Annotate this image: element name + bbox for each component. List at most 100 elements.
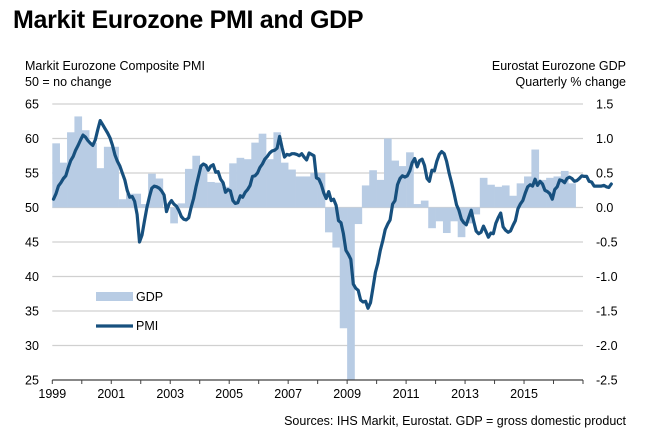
right-tick-label: -2.5 <box>596 374 618 388</box>
right-axis-title: Eurostat Eurozone GDP Quarterly % change <box>492 58 626 90</box>
right-tick-label: -1.5 <box>596 305 618 319</box>
gdp-bars <box>52 116 576 380</box>
gdp-bar <box>89 142 97 208</box>
left-tick-label: 45 <box>25 236 39 250</box>
gdp-bar <box>111 146 119 208</box>
gdp-bar <box>383 138 392 208</box>
source-note: Sources: IHS Markit, Eurostat. GDP = gro… <box>284 414 626 428</box>
gdp-bar <box>553 176 562 208</box>
gdp-bar <box>347 207 355 380</box>
x-tick-label: 2013 <box>451 387 479 401</box>
gdp-bar <box>310 173 318 208</box>
gdp-bar <box>538 179 547 208</box>
gdp-bar <box>332 207 341 248</box>
gdp-bar <box>369 170 377 208</box>
x-tick-label: 2005 <box>215 387 243 401</box>
gdp-bar <box>568 183 576 208</box>
gdp-bar <box>103 146 112 208</box>
gdp-bar <box>266 159 274 208</box>
left-tick-label: 50 <box>25 201 39 215</box>
gdp-bar <box>236 157 245 208</box>
gdp-bar <box>354 207 363 225</box>
gdp-bar <box>258 133 267 208</box>
right-tick-label: -1.0 <box>596 270 618 284</box>
left-tick-label: 65 <box>25 98 39 112</box>
gdp-bar <box>81 130 90 208</box>
gdp-bar <box>126 193 134 208</box>
gdp-bar <box>501 185 510 208</box>
gdp-bar <box>59 162 68 208</box>
gdp-bar <box>420 200 429 208</box>
right-tick-label: -2.0 <box>596 339 618 353</box>
gdp-bar <box>516 183 525 208</box>
gdp-bar <box>339 207 348 329</box>
right-tick-label: 1.0 <box>596 132 613 146</box>
gdp-bar <box>479 177 488 208</box>
gdp-bar <box>140 204 149 208</box>
gdp-bar <box>487 184 495 208</box>
gdp-bar <box>391 160 400 208</box>
gdp-bar <box>442 207 451 234</box>
x-tick-label: 2007 <box>274 387 302 401</box>
gdp-bar <box>67 132 75 208</box>
right-axis-title-line1: Eurostat Eurozone GDP <box>491 59 626 73</box>
x-tick-label: 2001 <box>97 387 125 401</box>
gdp-bar <box>177 203 186 208</box>
gdp-bar <box>509 195 517 208</box>
right-axis-title-line2: Quarterly % change <box>515 75 626 89</box>
legend-gdp-swatch <box>96 292 133 301</box>
gdp-bar <box>74 116 83 208</box>
gdp-bar <box>361 185 370 208</box>
gdp-bar <box>398 166 407 208</box>
left-axis-title: Markit Eurozone Composite PMI 50 = no ch… <box>25 58 205 90</box>
gdp-bar <box>170 207 178 224</box>
gdp-bar <box>52 143 60 208</box>
legend-gdp-label: GDP <box>136 290 163 304</box>
gdp-bar <box>435 207 444 222</box>
x-tick-label: 2011 <box>393 387 420 401</box>
gdp-bar <box>472 207 481 215</box>
gdp-bar <box>273 132 282 208</box>
gdp-bar <box>221 186 230 208</box>
gdp-bar <box>406 152 414 208</box>
gdp-bar <box>325 207 333 233</box>
left-tick-label: 30 <box>25 339 39 353</box>
gdp-bar <box>288 169 296 208</box>
x-tick-label: 2003 <box>156 387 184 401</box>
gdp-bar <box>184 168 193 208</box>
gdp-bar <box>428 207 436 229</box>
pmi-line <box>51 119 613 310</box>
right-tick-label: 0.0 <box>596 201 613 215</box>
x-tick-label: 2009 <box>333 387 361 401</box>
left-tick-label: 60 <box>25 132 39 146</box>
axes: 65 60 55 50 45 40 35 30 25 1.5 1.0 0.5 0.0 -0.5 -1.0 -1… <box>25 98 618 402</box>
x-tick-label: 2015 <box>510 387 538 401</box>
gdp-bar <box>295 176 304 208</box>
left-axis-title-line2: 50 = no change <box>25 75 112 89</box>
gdp-bar <box>450 207 458 222</box>
gdp-bar <box>133 193 142 208</box>
left-tick-label: 55 <box>25 167 39 181</box>
gdp-bar <box>280 162 289 208</box>
legend-pmi-label: PMI <box>136 319 158 333</box>
gdp-bar <box>96 168 105 208</box>
gdp-bar <box>118 199 127 208</box>
right-tick-label: 1.5 <box>596 98 613 112</box>
gdp-bar <box>302 176 311 208</box>
right-tick-label: 0.5 <box>596 167 613 181</box>
gdp-bar <box>214 182 223 208</box>
gdp-bar <box>524 176 532 208</box>
right-tick-label: -0.5 <box>596 236 618 250</box>
gdp-bar <box>413 204 422 208</box>
gdp-bar <box>494 186 503 208</box>
gdp-bar <box>560 170 569 208</box>
x-tick-label: 1999 <box>38 387 66 401</box>
left-axis-title-line1: Markit Eurozone Composite PMI <box>25 59 205 73</box>
gdp-bar <box>457 207 466 238</box>
gdp-bar <box>243 159 252 208</box>
left-tick-label: 40 <box>25 270 39 284</box>
chart-title: Markit Eurozone PMI and GDP <box>13 6 364 34</box>
gdp-bar <box>376 179 385 208</box>
gdp-bar <box>229 163 237 208</box>
